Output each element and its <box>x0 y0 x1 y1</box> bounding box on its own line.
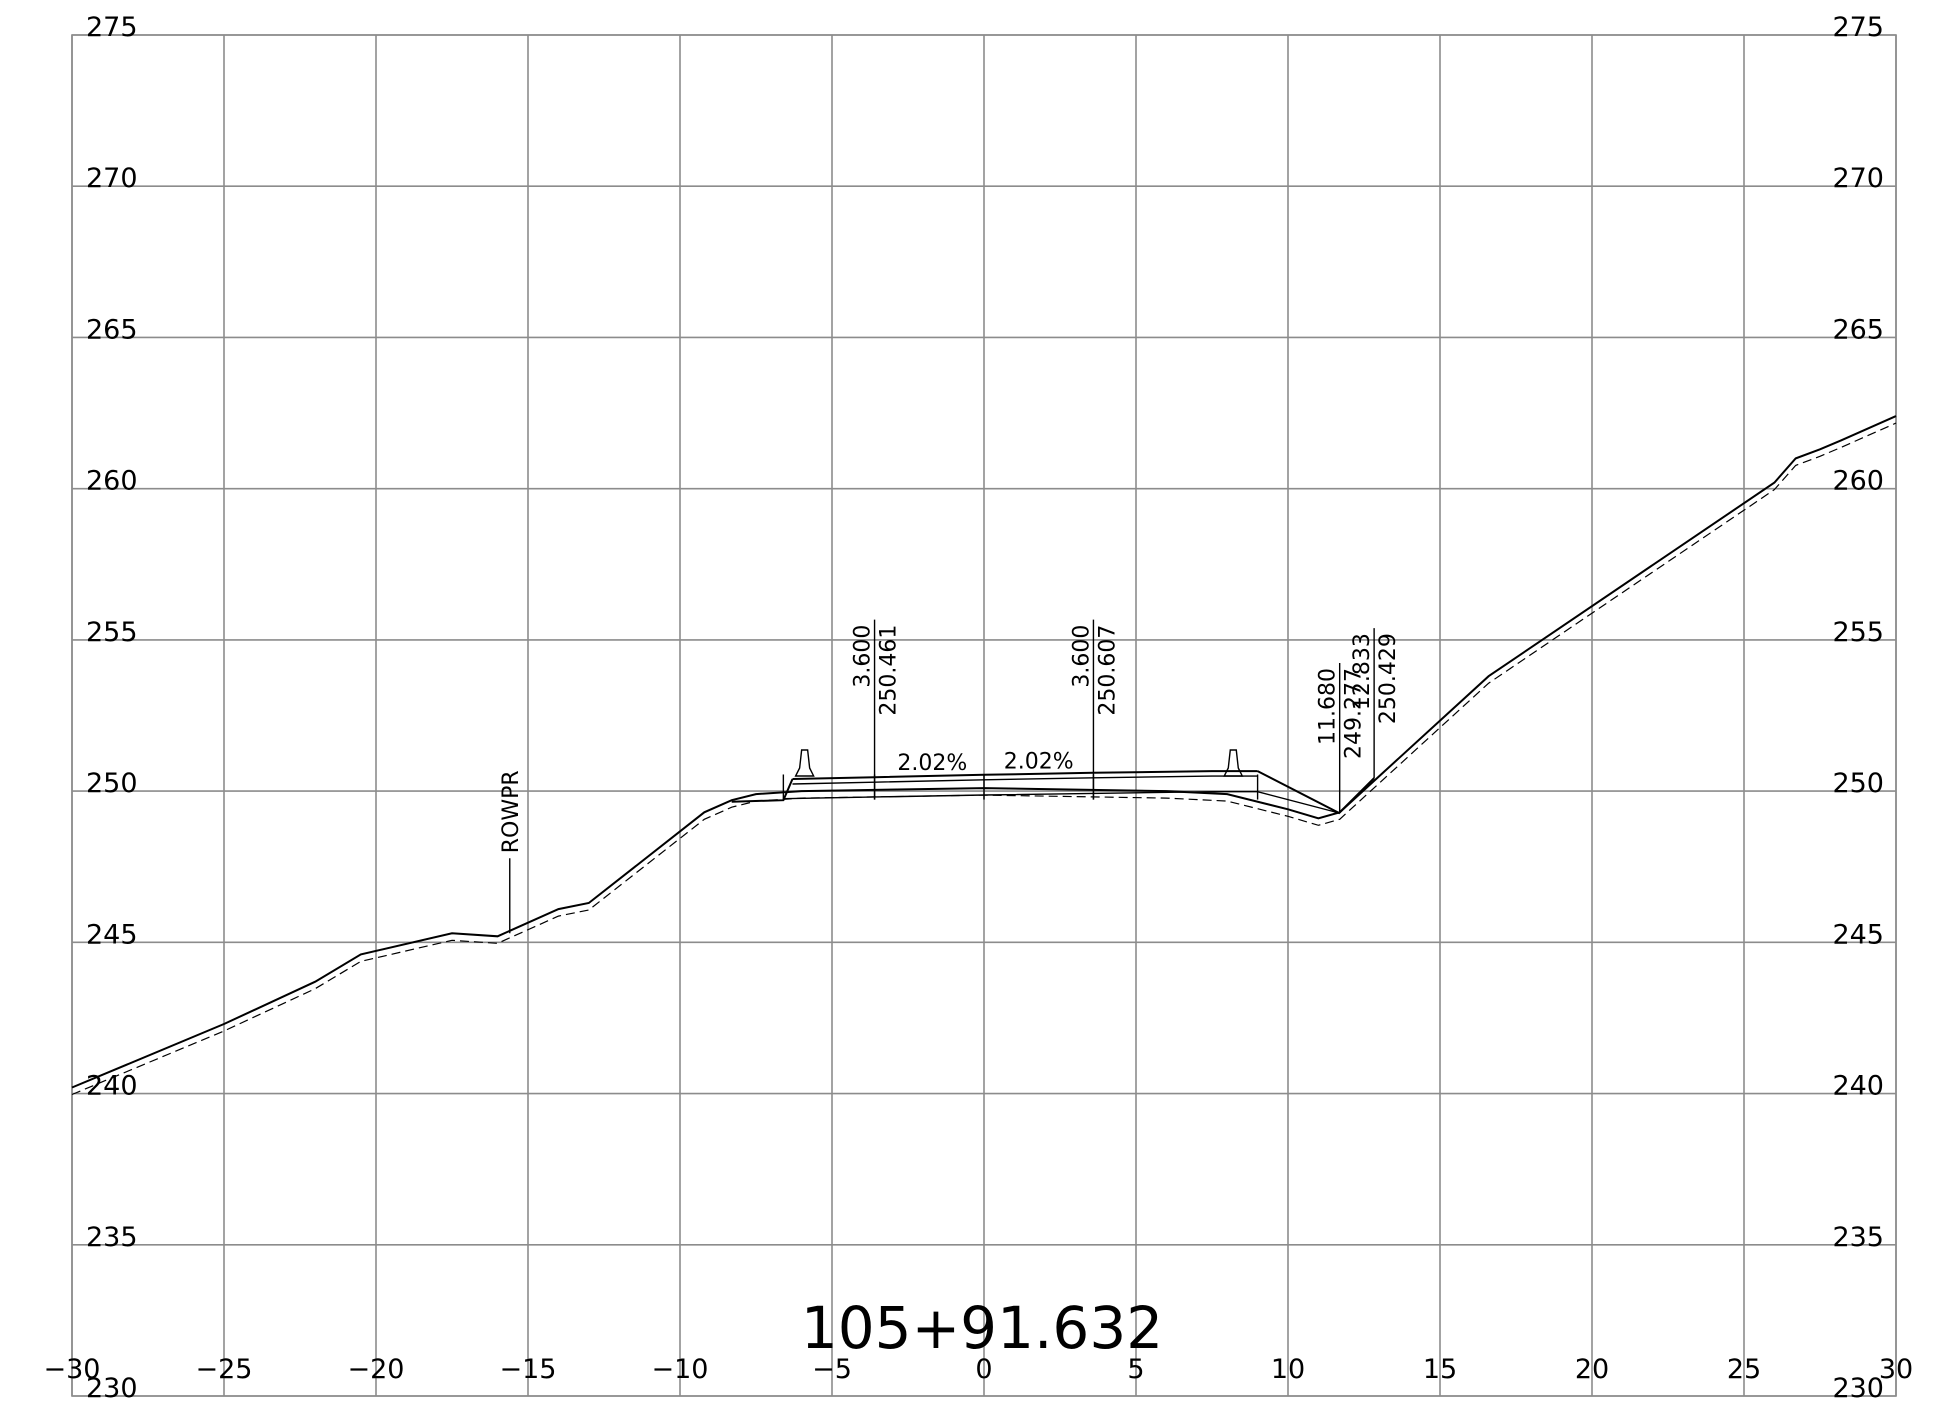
y-tick-label-right: 240 <box>1832 1071 1884 1102</box>
barrier-icon <box>794 749 815 777</box>
elevation-label: 250.429 <box>1376 633 1401 724</box>
elevation-label: 250.607 <box>1095 625 1120 716</box>
slope-label-right: 2.02% <box>1004 749 1074 774</box>
y-tick-label-left: 250 <box>86 768 138 799</box>
y-tick-label-right: 265 <box>1832 314 1884 345</box>
x-tick-label: 15 <box>1423 1354 1457 1385</box>
y-tick-label-left: 235 <box>86 1222 138 1253</box>
y-tick-label-right: 230 <box>1832 1373 1884 1404</box>
row-label: ROWPR <box>499 770 524 853</box>
offset-label: 3.600 <box>1069 625 1094 688</box>
x-axis-labels: −30 −25 −20 −15 −10 −5 0 5 10 15 20 25 30 <box>44 1354 1914 1385</box>
y-tick-label-right: 235 <box>1832 1222 1884 1253</box>
pavement-layer <box>792 775 1258 785</box>
x-tick-label: 0 <box>975 1354 992 1385</box>
left-side-slope <box>731 778 794 803</box>
y-tick-label-left: 230 <box>86 1373 138 1404</box>
x-tick-label: −5 <box>812 1354 852 1385</box>
station-label: 105+91.632 <box>801 1294 1163 1362</box>
y-tick-label-right: 260 <box>1832 466 1884 497</box>
offset-label: 3.600 <box>851 625 876 688</box>
existing-ground <box>71 415 1897 1096</box>
subgrade-line <box>783 791 1258 800</box>
y-tick-label-right: 245 <box>1832 919 1884 950</box>
y-tick-label-right: 250 <box>1832 768 1884 799</box>
x-tick-label: −10 <box>652 1354 709 1385</box>
y-tick-label-right: 270 <box>1832 163 1884 194</box>
x-tick-label: 10 <box>1271 1354 1305 1385</box>
grid-border <box>71 34 1897 1397</box>
y-tick-label-left: 255 <box>86 617 138 648</box>
y-tick-label-left: 270 <box>86 163 138 194</box>
y-tick-label-left: 240 <box>86 1071 138 1102</box>
barrier-icon <box>1223 749 1244 777</box>
y-tick-label-left: 260 <box>86 466 138 497</box>
y-axis-left-labels: 275 270 265 260 255 250 245 240 235 230 <box>86 12 138 1404</box>
offset-label: 12.833 <box>1350 633 1375 710</box>
elevation-label: 250.461 <box>877 625 902 716</box>
x-tick-label: 25 <box>1727 1354 1761 1385</box>
x-tick-label: 20 <box>1575 1354 1609 1385</box>
y-tick-label-left: 245 <box>86 919 138 950</box>
right-subgrade-tie <box>1257 791 1340 814</box>
x-tick-label: 30 <box>1879 1354 1913 1385</box>
pavement-top <box>792 770 1258 780</box>
y-tick-label-left: 265 <box>86 314 138 345</box>
x-tick-label: −30 <box>44 1354 101 1385</box>
ground-line <box>71 415 1897 1089</box>
x-tick-label: −20 <box>348 1354 405 1385</box>
slope-label-left: 2.02% <box>897 751 967 776</box>
x-tick-label: 5 <box>1127 1354 1144 1385</box>
y-axis-right-labels: 275 270 265 260 255 250 245 240 235 230 <box>1832 12 1884 1404</box>
x-tick-label: −25 <box>196 1354 253 1385</box>
y-tick-label-right: 255 <box>1832 617 1884 648</box>
ground-line-dashed <box>71 422 1897 1096</box>
y-tick-label-right: 275 <box>1832 12 1884 43</box>
x-tick-label: −15 <box>500 1354 557 1385</box>
offset-label: 11.680 <box>1316 668 1341 745</box>
grid <box>71 34 1897 1397</box>
elevation-label: 249.277 <box>1342 668 1367 759</box>
y-tick-label-left: 275 <box>86 12 138 43</box>
